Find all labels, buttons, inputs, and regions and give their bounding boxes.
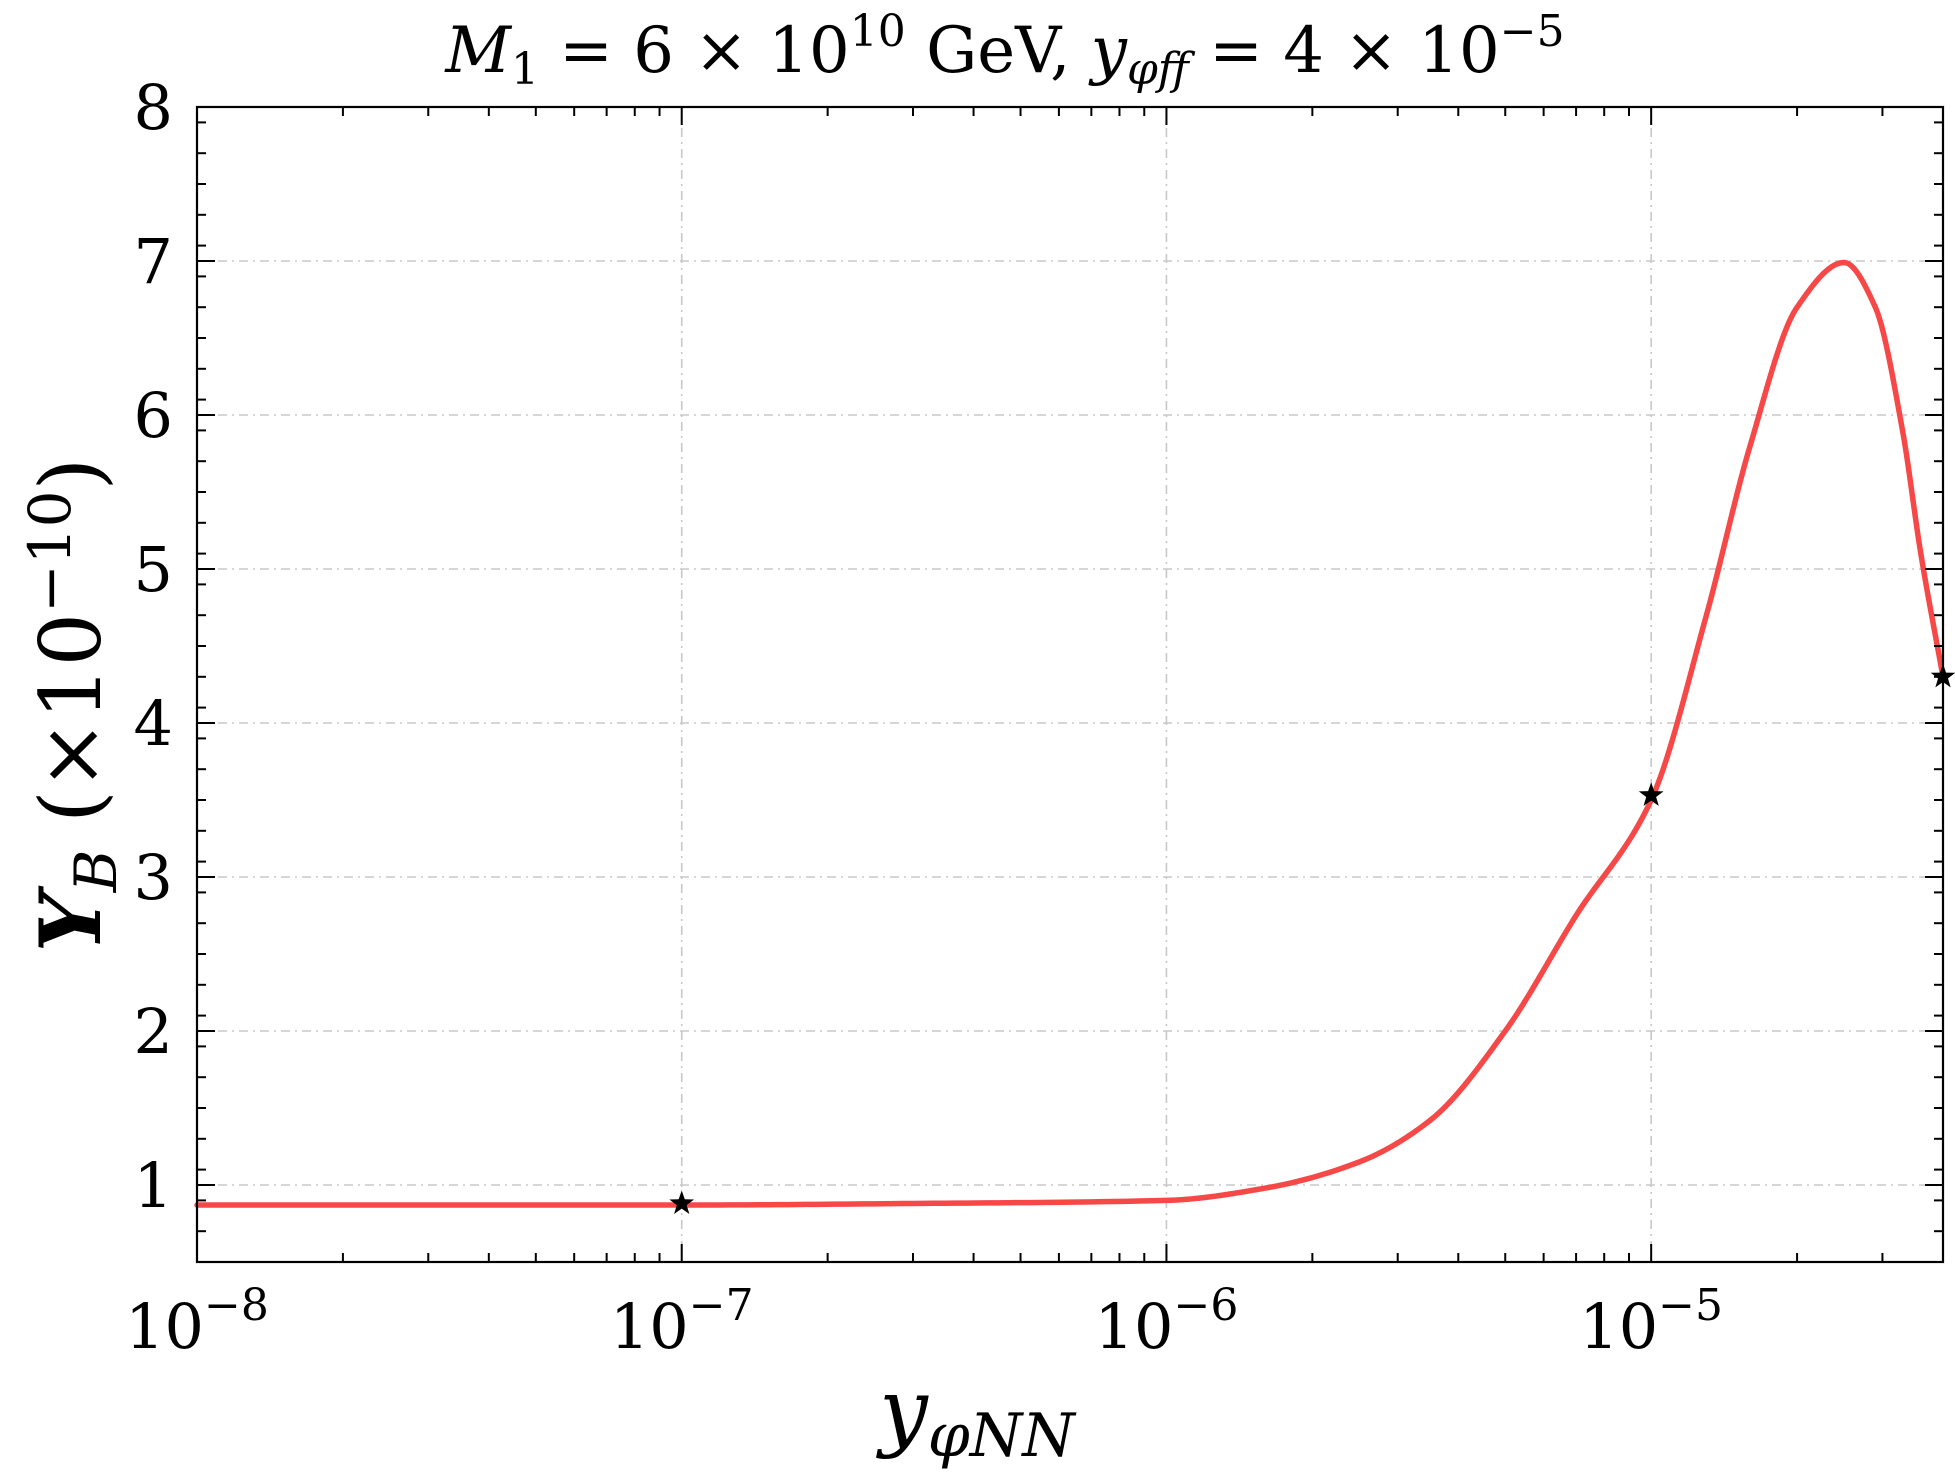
grid-lines bbox=[197, 107, 1943, 1262]
y-tick-label: 8 bbox=[134, 71, 173, 144]
plot-frame bbox=[195, 105, 1945, 1264]
y-axis-label: YB (×10−10) bbox=[16, 458, 130, 953]
x-axis-label: yφNN bbox=[875, 1361, 1077, 1471]
star-marker bbox=[669, 1190, 695, 1214]
y-tick-label: 2 bbox=[134, 995, 173, 1068]
axis-ticks bbox=[196, 106, 1943, 1263]
star-markers bbox=[669, 663, 1955, 1214]
x-tick-label: 10−6 bbox=[1095, 1280, 1239, 1363]
y-tick-label: 1 bbox=[134, 1149, 173, 1222]
y-tick-labels: 1 2 3 4 5 6 7 8 bbox=[134, 71, 173, 1222]
x-tick-label: 10−8 bbox=[125, 1280, 269, 1363]
y-tick-label: 7 bbox=[134, 225, 173, 298]
star-marker bbox=[1638, 782, 1664, 806]
chart-title: M1 = 6 × 1010 GeV, yφff = 4 × 10−5 bbox=[444, 6, 1564, 95]
x-tick-labels: 10−8 10−7 10−6 10−5 bbox=[125, 1280, 1723, 1363]
y-tick-label: 5 bbox=[134, 533, 173, 606]
x-tick-label: 10−5 bbox=[1579, 1280, 1723, 1363]
x-tick-label: 10−7 bbox=[610, 1280, 754, 1363]
y-tick-label: 6 bbox=[134, 379, 173, 452]
y-tick-label: 4 bbox=[134, 687, 173, 760]
y-tick-label: 3 bbox=[134, 841, 173, 914]
series-line bbox=[194, 259, 1946, 1208]
